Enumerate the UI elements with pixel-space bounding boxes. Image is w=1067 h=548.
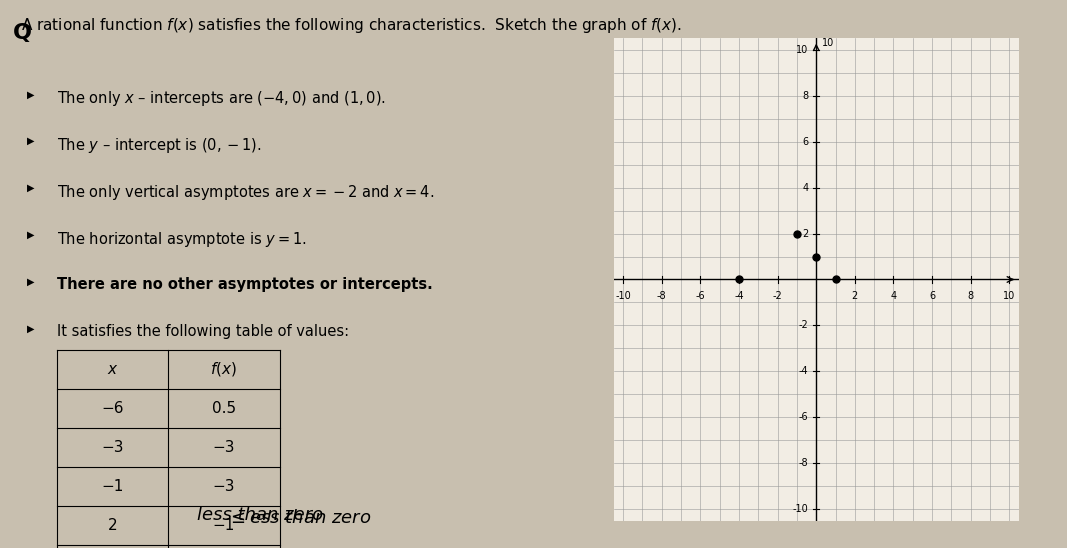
Text: There are no other asymptotes or intercepts.: There are no other asymptotes or interce…	[57, 277, 432, 292]
Text: 10: 10	[822, 38, 834, 48]
Text: 8: 8	[802, 91, 809, 101]
Text: 2: 2	[108, 518, 117, 533]
Text: Q: Q	[13, 23, 32, 43]
Text: -10: -10	[793, 504, 809, 514]
Text: -2: -2	[773, 291, 782, 301]
Text: A rational function $f(x)$ satisfies the following characteristics.  Sketch the : A rational function $f(x)$ satisfies the…	[21, 16, 682, 36]
Text: 8: 8	[968, 291, 974, 301]
Text: ▶: ▶	[28, 323, 35, 334]
Text: -10: -10	[616, 291, 631, 301]
Text: -4: -4	[734, 291, 744, 301]
Text: 10: 10	[1003, 291, 1016, 301]
Text: The horizontal asymptote is $y = 1$.: The horizontal asymptote is $y = 1$.	[57, 230, 306, 249]
Text: -6: -6	[799, 412, 809, 423]
Text: The only $x$ – intercepts are $(-4,0)$ and $(1,0)$.: The only $x$ – intercepts are $(-4,0)$ a…	[57, 89, 385, 109]
Text: −1: −1	[212, 518, 235, 533]
Text: The only vertical asymptotes are $x = -2$ and $x = 4$.: The only vertical asymptotes are $x = -2…	[57, 183, 434, 202]
Text: $x$: $x$	[107, 362, 118, 376]
Text: 6: 6	[929, 291, 935, 301]
Text: -4: -4	[799, 366, 809, 376]
Text: -6: -6	[696, 291, 705, 301]
Text: ▶: ▶	[28, 277, 35, 287]
Text: -2: -2	[799, 321, 809, 330]
Text: 2: 2	[851, 291, 858, 301]
Text: The $y$ – intercept is $(0,-1)$.: The $y$ – intercept is $(0,-1)$.	[57, 136, 261, 155]
Text: 2: 2	[802, 229, 809, 238]
Text: ▶: ▶	[28, 136, 35, 146]
Text: 10: 10	[796, 45, 809, 55]
Text: −3: −3	[212, 439, 235, 455]
Text: −3: −3	[101, 439, 124, 455]
Text: $\leq$e$ss$ than zero: $\leq$e$ss$ than zero	[227, 509, 371, 527]
Text: 4: 4	[802, 182, 809, 193]
Text: It satisfies the following table of values:: It satisfies the following table of valu…	[57, 323, 349, 339]
Text: 6: 6	[802, 136, 809, 147]
Text: −6: −6	[101, 401, 124, 416]
Text: -8: -8	[799, 458, 809, 468]
Text: −1: −1	[101, 479, 124, 494]
Text: 0.5: 0.5	[211, 401, 236, 416]
Text: ▶: ▶	[28, 230, 35, 240]
Text: ▶: ▶	[28, 183, 35, 193]
Text: −3: −3	[212, 479, 235, 494]
Text: less than zero: less than zero	[197, 506, 323, 524]
Text: -8: -8	[657, 291, 667, 301]
Text: 4: 4	[891, 291, 896, 301]
Text: ▶: ▶	[28, 89, 35, 99]
Text: $f(x)$: $f(x)$	[210, 360, 237, 378]
